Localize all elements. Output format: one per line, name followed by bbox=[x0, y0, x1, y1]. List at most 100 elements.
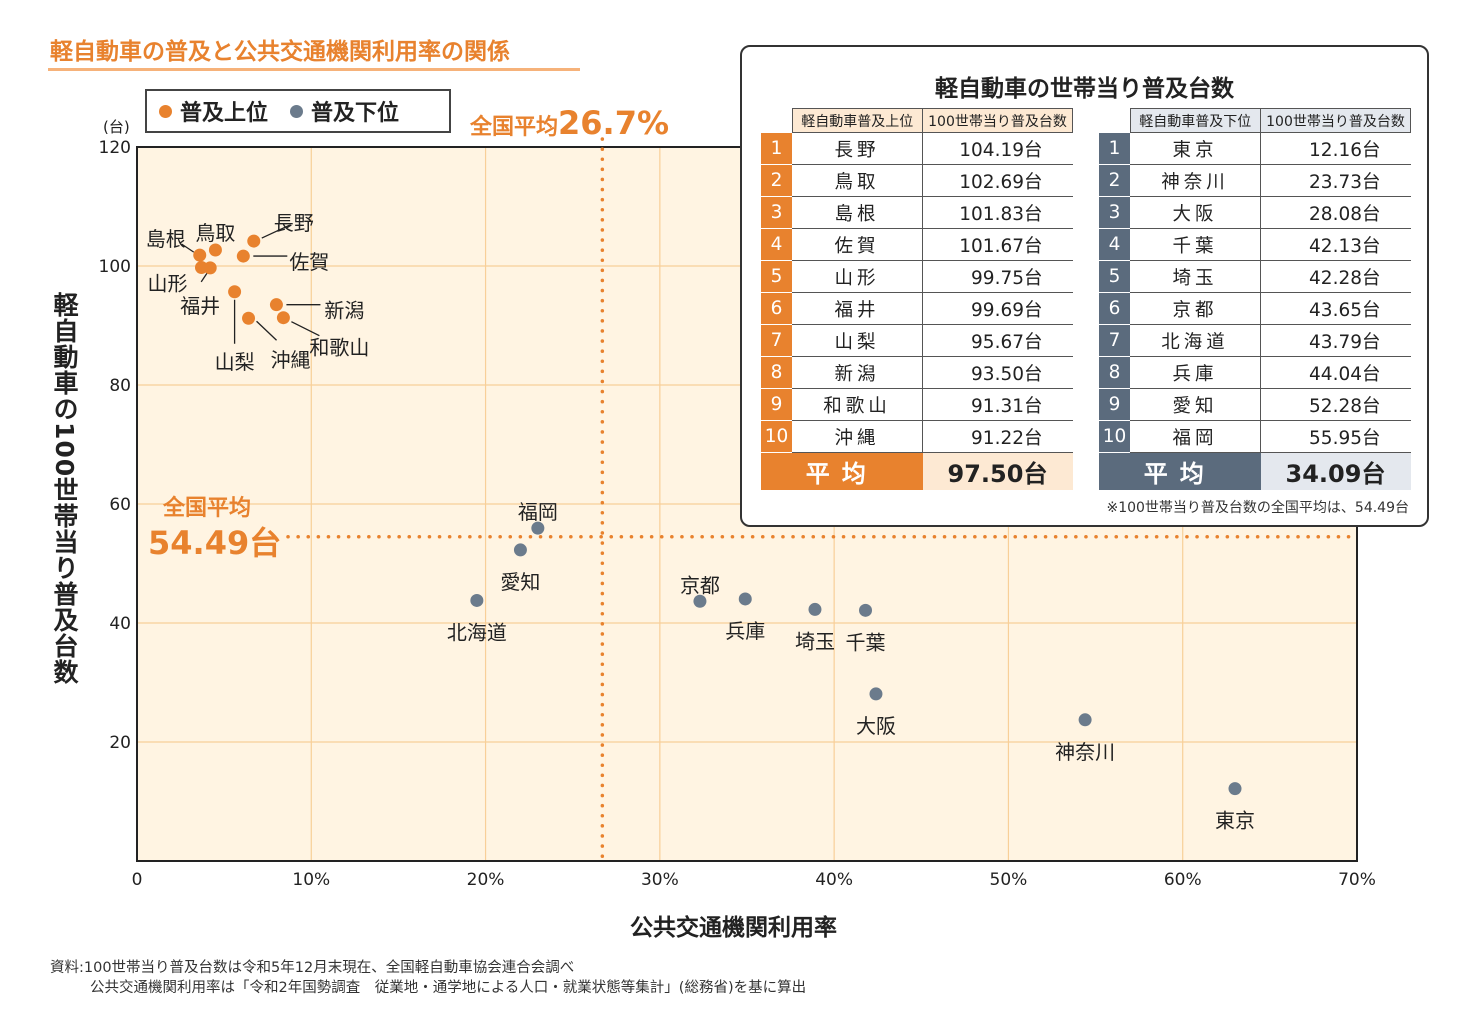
prefecture-name: 千葉 bbox=[1130, 228, 1261, 261]
table-row: 5 山形 99.75台 bbox=[761, 260, 1073, 293]
y-tick-label: 40 bbox=[109, 614, 131, 634]
rank-number: 8 bbox=[1099, 356, 1130, 389]
legend: 普及上位 普及下位 bbox=[145, 89, 451, 133]
x-tick-label: 40% bbox=[815, 870, 853, 890]
avg-y-value: 54.49台 bbox=[148, 524, 282, 562]
prefecture-name: 京都 bbox=[1130, 292, 1261, 325]
rank-number: 9 bbox=[761, 388, 792, 421]
data-point-high bbox=[242, 311, 256, 325]
data-point-low bbox=[738, 592, 752, 606]
national-average-x: 全国平均26.7% bbox=[470, 104, 669, 142]
ownership-value: 91.22台 bbox=[922, 420, 1073, 453]
point-label: 大阪 bbox=[856, 714, 896, 738]
table-row: 10 福岡 55.95台 bbox=[1099, 420, 1411, 453]
ownership-value: 42.13台 bbox=[1260, 228, 1411, 261]
ownership-value: 42.28台 bbox=[1260, 260, 1411, 293]
legend-item-high: 普及上位 bbox=[159, 95, 268, 127]
ownership-value: 23.73台 bbox=[1260, 164, 1411, 197]
ranking-table-low: 軽自動車普及下位 100世帯当り普及台数 1 東京 12.16台 2 神奈川 23.73台… bbox=[1099, 108, 1411, 490]
table-header-value: 100世帯当り普及台数 bbox=[1260, 108, 1411, 133]
data-point-low bbox=[531, 521, 545, 535]
rank-number: 2 bbox=[761, 164, 792, 197]
prefecture-name: 東京 bbox=[1130, 132, 1261, 165]
table-header-value: 100世帯当り普及台数 bbox=[922, 108, 1073, 133]
chart-title: 軽自動車の普及と公共交通機関利用率の関係 bbox=[50, 39, 510, 65]
ownership-value: 55.95台 bbox=[1260, 420, 1411, 453]
prefecture-name: 山形 bbox=[792, 260, 923, 293]
data-point-low bbox=[859, 603, 873, 617]
x-tick-label: 60% bbox=[1164, 870, 1202, 890]
prefecture-name: 神奈川 bbox=[1130, 164, 1261, 197]
ranking-table-high: 軽自動車普及上位 100世帯当り普及台数 1 長野 104.19台 2 鳥取 102.69… bbox=[761, 108, 1073, 490]
rank-number: 1 bbox=[761, 132, 792, 165]
table-average-row: 平均 34.09台 bbox=[1099, 452, 1411, 490]
ownership-value: 99.75台 bbox=[922, 260, 1073, 293]
source-note: 資料:100世帯当り普及台数は令和5年12月末現在、全国軽自動車協会連合会調べ … bbox=[50, 958, 806, 998]
leader-line bbox=[200, 272, 208, 283]
average-value: 34.09台 bbox=[1260, 452, 1411, 490]
x-tick-label: 10% bbox=[292, 870, 330, 890]
point-label: 山形 bbox=[147, 271, 187, 295]
prefecture-name: 島根 bbox=[792, 196, 923, 229]
y-tick-label: 100 bbox=[99, 257, 131, 277]
rank-number: 5 bbox=[1099, 260, 1130, 293]
point-label: 千葉 bbox=[846, 630, 886, 654]
x-tick-label: 20% bbox=[467, 870, 505, 890]
legend-dot-low-icon bbox=[290, 104, 304, 118]
y-unit-label: (台) bbox=[103, 118, 130, 136]
ownership-value: 43.79台 bbox=[1260, 324, 1411, 357]
ownership-value: 28.08台 bbox=[1260, 196, 1411, 229]
rank-number: 3 bbox=[1099, 196, 1130, 229]
x-tick-label: 70% bbox=[1338, 870, 1376, 890]
point-label: 新潟 bbox=[324, 299, 364, 323]
rank-number: 9 bbox=[1099, 388, 1130, 421]
ownership-value: 104.19台 bbox=[922, 132, 1073, 165]
x-tick-label: 30% bbox=[641, 870, 679, 890]
leader-line bbox=[256, 320, 277, 341]
ownership-value: 52.28台 bbox=[1260, 388, 1411, 421]
point-label: 愛知 bbox=[500, 570, 540, 594]
y-axis-title: 軽自動車の100世帯当り普及台数 bbox=[50, 292, 79, 686]
rank-number: 10 bbox=[761, 420, 792, 453]
y-tick-label: 120 bbox=[99, 138, 131, 158]
rank-number: 2 bbox=[1099, 164, 1130, 197]
ownership-value: 43.65台 bbox=[1260, 292, 1411, 325]
point-label: 埼玉 bbox=[795, 629, 835, 653]
data-point-low bbox=[470, 593, 484, 607]
data-point-low bbox=[808, 602, 822, 616]
y-tick-label: 80 bbox=[109, 376, 131, 396]
data-point-high bbox=[203, 261, 217, 275]
table-row: 8 新潟 93.50台 bbox=[761, 356, 1073, 389]
point-label: 和歌山 bbox=[309, 336, 369, 360]
point-label: 島根 bbox=[146, 227, 186, 251]
rank-number: 7 bbox=[1099, 324, 1130, 357]
prefecture-name: 佐賀 bbox=[792, 228, 923, 261]
table-row: 7 北海道 43.79台 bbox=[1099, 324, 1411, 357]
point-label: 兵庫 bbox=[725, 619, 765, 643]
legend-label-high: 普及上位 bbox=[180, 101, 269, 126]
average-label: 平均 bbox=[761, 452, 923, 490]
legend-item-low: 普及下位 bbox=[290, 95, 399, 127]
point-label: 山梨 bbox=[215, 350, 255, 374]
ownership-value: 12.16台 bbox=[1260, 132, 1411, 165]
table-average-row: 平均 97.50台 bbox=[761, 452, 1073, 490]
prefecture-name: 兵庫 bbox=[1130, 356, 1261, 389]
data-point-low bbox=[1228, 782, 1242, 796]
table-row: 2 鳥取 102.69台 bbox=[761, 164, 1073, 197]
ownership-value: 101.67台 bbox=[922, 228, 1073, 261]
prefecture-name: 愛知 bbox=[1130, 388, 1261, 421]
prefecture-name: 長野 bbox=[792, 132, 923, 165]
table-footnote: ※100世帯当り普及台数の全国平均は、54.49台 bbox=[1106, 500, 1409, 516]
point-label: 東京 bbox=[1215, 809, 1255, 833]
source-line-2: 公共交通機関利用率は「令和2年国勢調査 従業地・通学地による人口・就業状態等集計… bbox=[90, 980, 807, 996]
prefecture-name: 新潟 bbox=[792, 356, 923, 389]
rank-number: 10 bbox=[1099, 420, 1130, 453]
title-underline bbox=[48, 68, 580, 71]
data-point-high bbox=[236, 249, 250, 263]
data-point-high bbox=[247, 234, 261, 248]
legend-dot-high-icon bbox=[159, 104, 172, 118]
data-point-high bbox=[208, 243, 222, 257]
ranking-panel: 軽自動車の世帯当り普及台数 軽自動車普及上位 100世帯当り普及台数 1 長野 10… bbox=[740, 45, 1429, 527]
table-row: 4 佐賀 101.67台 bbox=[761, 228, 1073, 261]
point-label: 佐賀 bbox=[289, 250, 329, 274]
